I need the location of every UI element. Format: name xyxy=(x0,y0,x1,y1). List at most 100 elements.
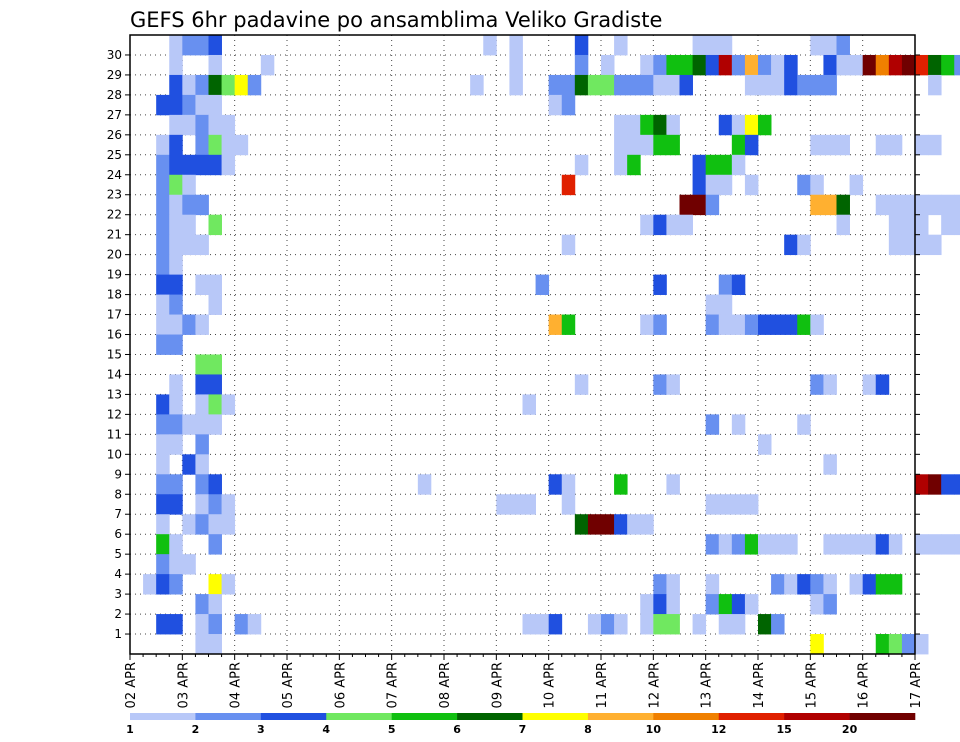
heatmap-cell xyxy=(143,574,157,595)
heatmap-cell xyxy=(744,594,759,615)
heatmap-cell xyxy=(758,74,772,96)
heatmap-cell xyxy=(156,334,170,355)
heatmap-cell xyxy=(208,634,222,655)
heatmap-cell xyxy=(954,194,960,216)
heatmap-cell xyxy=(731,134,746,156)
heatmap-cell xyxy=(784,534,798,555)
x-tick-label: 06 APR xyxy=(333,662,348,708)
heatmap-cell xyxy=(182,514,196,535)
heatmap-cell xyxy=(195,634,209,655)
x-tick-label: 04 APR xyxy=(229,662,244,708)
heatmap-cell xyxy=(954,54,960,76)
x-tick-label: 10 APR xyxy=(543,662,558,708)
heatmap-cell xyxy=(666,214,680,236)
heatmap-cell xyxy=(731,494,746,515)
heatmap-cell xyxy=(692,194,707,216)
heatmap-cell xyxy=(195,354,209,375)
x-tick-label: 12 APR xyxy=(647,662,662,708)
heatmap-cell xyxy=(195,594,209,615)
heatmap-cell xyxy=(627,74,641,96)
heatmap-cell xyxy=(836,54,850,76)
legend-label: 8 xyxy=(584,723,592,736)
heatmap-cell xyxy=(718,54,733,76)
heatmap-cell xyxy=(731,614,746,635)
heatmap-cell xyxy=(941,534,955,555)
heatmap-cell xyxy=(731,314,746,335)
heatmap-cell xyxy=(810,574,824,595)
heatmap-cell xyxy=(548,314,563,335)
heatmap-cell xyxy=(692,174,707,196)
heatmap-cell xyxy=(823,194,837,216)
heatmap-cell xyxy=(705,594,720,615)
heatmap-cell xyxy=(601,514,615,535)
y-tick-label: 1 xyxy=(114,627,122,641)
heatmap-cell xyxy=(156,394,170,415)
heatmap-cell xyxy=(195,474,209,495)
legend-swatch xyxy=(718,713,785,720)
heatmap-cell xyxy=(758,434,772,455)
heatmap-cell xyxy=(915,234,929,256)
legend-label: 2 xyxy=(192,723,200,736)
y-tick-label: 29 xyxy=(107,68,122,82)
heatmap-cell xyxy=(666,614,680,635)
heatmap-cell xyxy=(169,234,183,256)
heatmap-cell xyxy=(849,54,864,76)
y-tick-label: 11 xyxy=(107,427,122,441)
heatmap-cell xyxy=(849,534,864,555)
heatmap-cell xyxy=(888,534,903,555)
heatmap-cell xyxy=(705,194,720,216)
heatmap-cell xyxy=(679,54,693,76)
heatmap-cell xyxy=(169,54,183,76)
heatmap-cell xyxy=(221,574,236,595)
heatmap-cell xyxy=(653,374,667,395)
heatmap-cell xyxy=(771,614,785,635)
y-tick-label: 8 xyxy=(114,487,122,501)
heatmap-cell xyxy=(483,35,497,56)
heatmap-cell xyxy=(653,614,667,635)
heatmap-cell xyxy=(614,154,628,176)
y-tick-label: 14 xyxy=(107,367,122,381)
heatmap-cell xyxy=(182,154,196,176)
heatmap-cell xyxy=(640,114,654,136)
heatmap-cell xyxy=(705,35,720,56)
heatmap-cell xyxy=(156,494,170,515)
heatmap-cell xyxy=(875,574,890,595)
legend-swatch xyxy=(522,713,589,720)
y-tick-label: 21 xyxy=(107,228,122,242)
heatmap-cell xyxy=(156,534,170,555)
heatmap-cell xyxy=(744,174,759,196)
heatmap-cell xyxy=(718,274,733,295)
heatmap-cell xyxy=(195,514,209,535)
heatmap-cell xyxy=(888,234,903,256)
heatmap-cell xyxy=(875,634,890,655)
heatmap-cell xyxy=(901,234,916,256)
heatmap-cell xyxy=(509,54,523,76)
heatmap-cell xyxy=(182,214,196,236)
heatmap-cell xyxy=(862,574,877,595)
heatmap-cell xyxy=(195,94,209,116)
heatmap-cell xyxy=(169,314,183,335)
heatmap-cell xyxy=(640,514,654,535)
heatmap-cell xyxy=(156,614,170,635)
heatmap-cell xyxy=(195,454,209,475)
heatmap-cell xyxy=(771,314,785,335)
heatmap-cell xyxy=(195,434,209,455)
heatmap-cell xyxy=(731,414,746,435)
heatmap-cell xyxy=(823,534,837,555)
heatmap-cell xyxy=(666,74,680,96)
heatmap-cell xyxy=(548,94,563,116)
heatmap-cell xyxy=(875,534,890,555)
heatmap-cell xyxy=(627,134,641,156)
heatmap-cell xyxy=(195,234,209,256)
heatmap-cell xyxy=(888,634,903,655)
heatmap-cell xyxy=(744,534,759,555)
heatmap-cell xyxy=(875,54,890,76)
heatmap-cell xyxy=(888,194,903,216)
heatmap-cell xyxy=(574,35,589,56)
heatmap-cell xyxy=(156,294,170,315)
heatmap-cell xyxy=(221,494,236,515)
heatmap-cell xyxy=(169,194,183,216)
y-tick-label: 7 xyxy=(114,507,122,521)
heatmap-cell xyxy=(169,94,183,116)
